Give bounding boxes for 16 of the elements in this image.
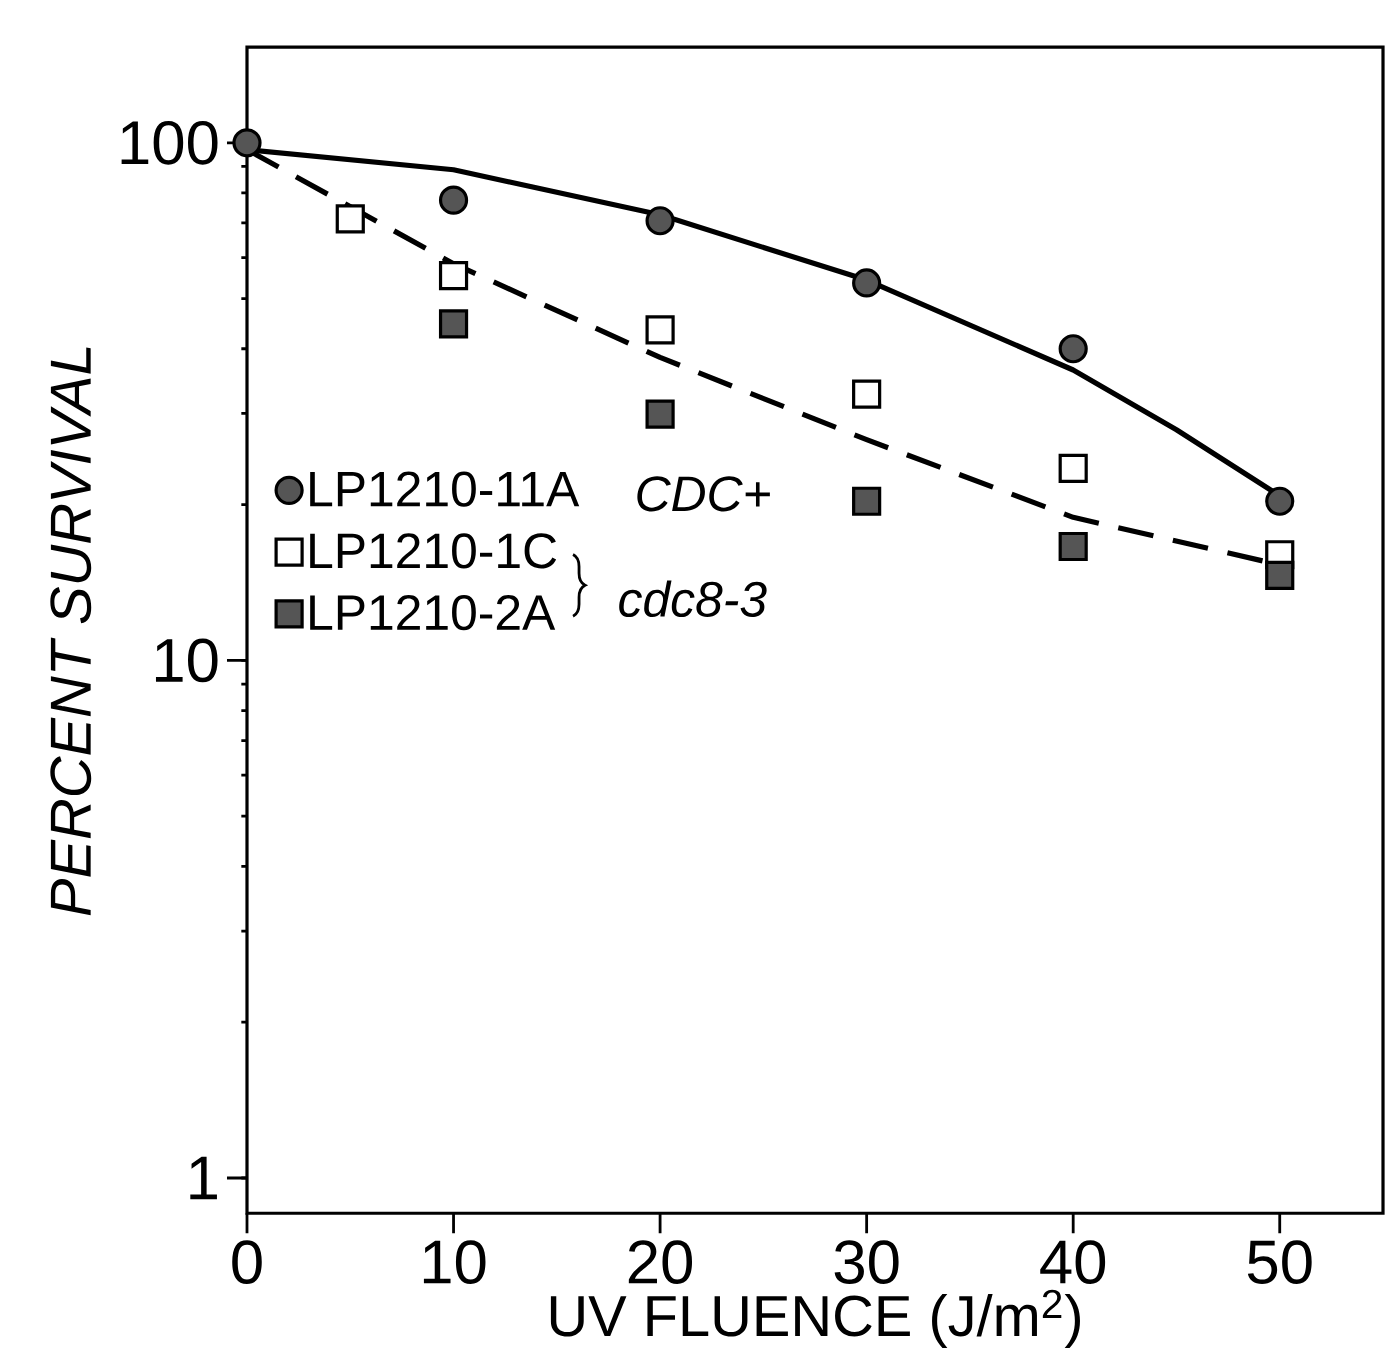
annotation: CDC+ [637, 476, 770, 512]
legend-label: LP1210-11A [310, 471, 580, 507]
x-tick-label: 20 [628, 1240, 693, 1284]
annotation: cdc8-3 [619, 580, 767, 618]
x-tick-label: 50 [1247, 1240, 1312, 1284]
x-tick-label: 10 [423, 1240, 486, 1284]
y-tick-label: 10 [155, 638, 218, 683]
legend-label: LP1210-2A [310, 594, 556, 631]
y-tick-label: 100 [121, 120, 218, 165]
y-axis-title: PERCENT SURVIVAL [50, 347, 92, 916]
x-axis-title: UV FLUENCE (J/m$^{2}$) [550, 1289, 1080, 1348]
x-tick-label: 40 [1040, 1240, 1106, 1284]
y-tick-label: 1 [190, 1156, 217, 1200]
x-tick-label: 0 [232, 1240, 262, 1284]
x-tick-label: 30 [834, 1240, 899, 1284]
legend-label: LP1210-1C [310, 533, 557, 569]
